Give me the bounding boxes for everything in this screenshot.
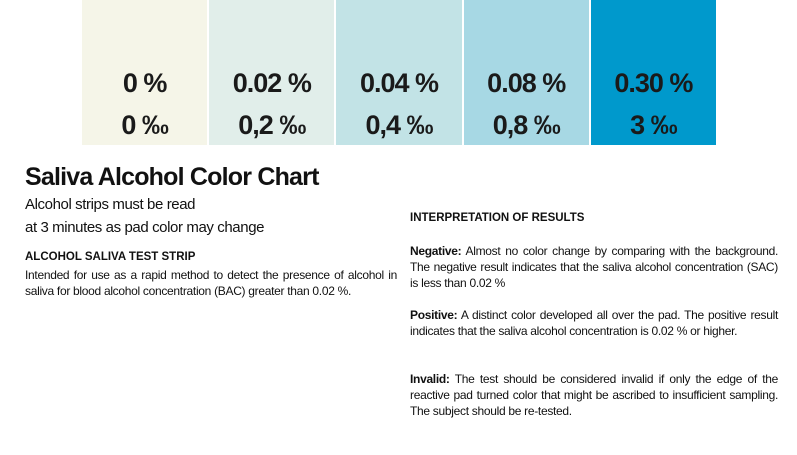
paragraph-label: Invalid: [410, 372, 450, 386]
subtitle: Alcohol strips must be read [25, 196, 196, 213]
percent-label: 0.04 % [359, 68, 439, 98]
section-text: Intended for use as a rapid method to de… [25, 268, 397, 298]
percent-label: 0.30 % [614, 68, 693, 98]
permille-label: 0,2 ‰ [238, 110, 306, 140]
swatch: 0.02 % 0,2 ‰ [209, 0, 335, 145]
swatch: 0.08 % 0,8 ‰ [463, 0, 589, 145]
permille-label: 0 ‰ [121, 110, 169, 140]
swatch: 0 % 0 ‰ [82, 0, 208, 145]
section-heading: ALCOHOL SALIVA TEST STRIP [25, 251, 196, 263]
percent-label: 0.08 % [487, 68, 566, 98]
title: Saliva Alcohol Color Chart [25, 163, 319, 191]
subtitle: at 3 minutes as pad color may change [25, 219, 265, 236]
section-heading: INTERPRETATION OF RESULTS [410, 212, 585, 224]
swatch: 0.04 % 0,4 ‰ [336, 0, 462, 145]
paragraph: Positive: A distinct color developed all… [410, 307, 778, 339]
paragraph-text: A distinct color developed all over the … [410, 308, 778, 338]
paragraph: Negative: Almost no color change by comp… [410, 243, 778, 291]
paragraph-label: Positive: [410, 308, 458, 322]
paragraph-text: Almost no color change by comparing with… [410, 244, 779, 290]
percent-label: 0.02 % [232, 68, 312, 98]
color-chart: 0 % 0 ‰ 0.02 % 0,2 ‰ 0.04 % 0,4 ‰ 0.08 % 0,8 ‰ 0… [82, 0, 717, 145]
permille-label: 0,4 ‰ [365, 110, 433, 140]
percent-label: 0 % [122, 68, 168, 98]
permille-label: 3 ‰ [630, 110, 678, 140]
paragraph-label: Negative: [410, 244, 462, 258]
paragraph-text: The test should be considered invalid if… [410, 372, 778, 418]
paragraph: Invalid: The test should be considered i… [410, 371, 778, 419]
swatch: 0.30 % 3 ‰ [590, 0, 717, 145]
permille-label: 0,8 ‰ [492, 110, 561, 140]
